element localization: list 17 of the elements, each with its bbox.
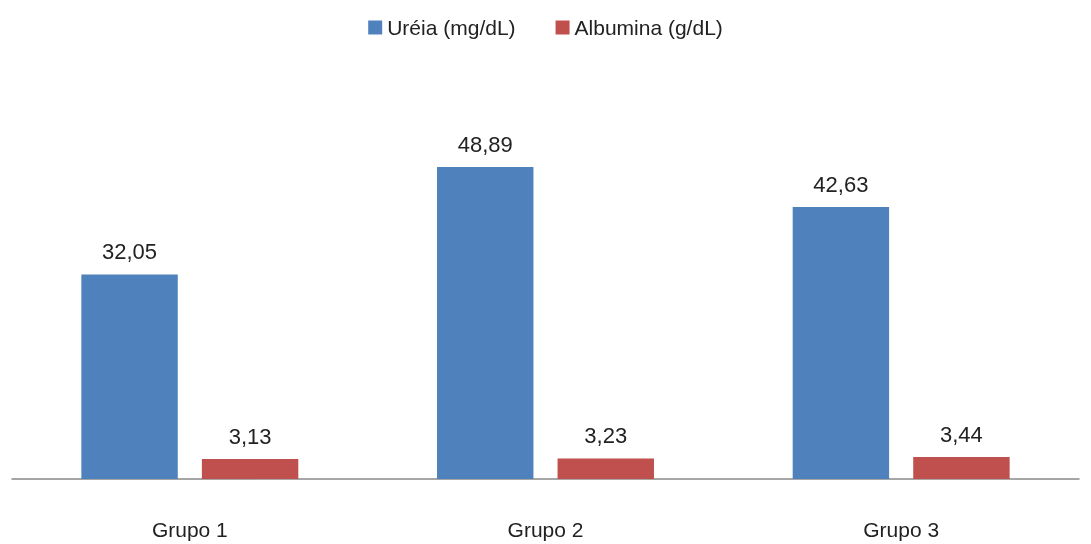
legend-label: Albumina (g/dL)	[574, 16, 723, 39]
x-tick-label: Grupo 3	[863, 518, 940, 541]
data-label: 32,05	[102, 239, 158, 265]
bar	[913, 457, 1010, 479]
bar	[81, 274, 178, 479]
data-label: 3,13	[228, 423, 272, 449]
data-label: 42,63	[813, 171, 869, 197]
legend-label: Uréia (mg/dL)	[387, 16, 516, 39]
data-label: 3,44	[940, 421, 983, 447]
bar	[201, 459, 299, 479]
x-tick-label: Grupo 1	[151, 518, 228, 541]
bar	[437, 167, 534, 479]
bar	[792, 207, 890, 479]
x-tick-label: Grupo 2	[507, 518, 584, 541]
data-label: 3,23	[584, 422, 628, 448]
data-label: 48,89	[457, 131, 513, 157]
bar	[557, 458, 654, 479]
